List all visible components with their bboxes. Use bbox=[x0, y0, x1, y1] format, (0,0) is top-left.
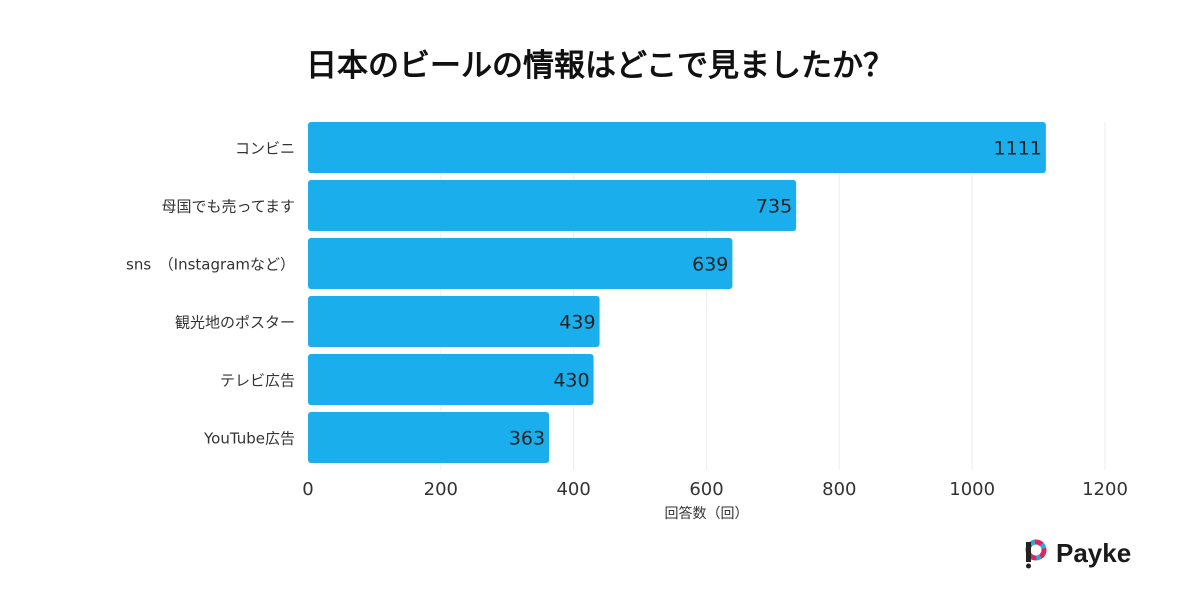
bar bbox=[308, 354, 594, 405]
data-label: 735 bbox=[756, 196, 792, 218]
bar bbox=[308, 238, 733, 289]
logo-text: Payke bbox=[1056, 538, 1132, 568]
category-label: コンビニ bbox=[235, 140, 295, 158]
x-tick-label: 0 bbox=[302, 479, 313, 500]
bar bbox=[308, 296, 600, 347]
category-label: YouTube広告 bbox=[203, 430, 295, 448]
bar bbox=[308, 122, 1046, 173]
x-tick-label: 1200 bbox=[1082, 479, 1128, 500]
data-label: 430 bbox=[553, 370, 589, 392]
x-tick-label: 400 bbox=[556, 479, 590, 500]
x-tick-label: 800 bbox=[822, 479, 856, 500]
x-tick-label: 200 bbox=[424, 479, 458, 500]
category-label: 観光地のポスター bbox=[175, 314, 295, 332]
bar bbox=[308, 180, 797, 231]
bar bbox=[308, 412, 550, 463]
data-label: 439 bbox=[559, 312, 595, 334]
category-label: sns （Instagramなど） bbox=[126, 256, 295, 274]
payke-logo: Payke bbox=[1024, 538, 1131, 569]
x-tick-label: 600 bbox=[689, 479, 723, 500]
payke-logo-icon bbox=[1025, 539, 1047, 568]
x-tick-label: 1000 bbox=[949, 479, 995, 500]
x-axis-label: 回答数（回） bbox=[665, 505, 749, 522]
data-label: 363 bbox=[509, 428, 545, 450]
data-label: 1111 bbox=[994, 138, 1042, 160]
category-label: 母国でも売ってます bbox=[161, 198, 295, 216]
data-label: 639 bbox=[692, 254, 728, 276]
category-label: テレビ広告 bbox=[220, 372, 295, 390]
chart-title: 日本のビールの情報はどこで見ましたか？ bbox=[305, 48, 895, 84]
